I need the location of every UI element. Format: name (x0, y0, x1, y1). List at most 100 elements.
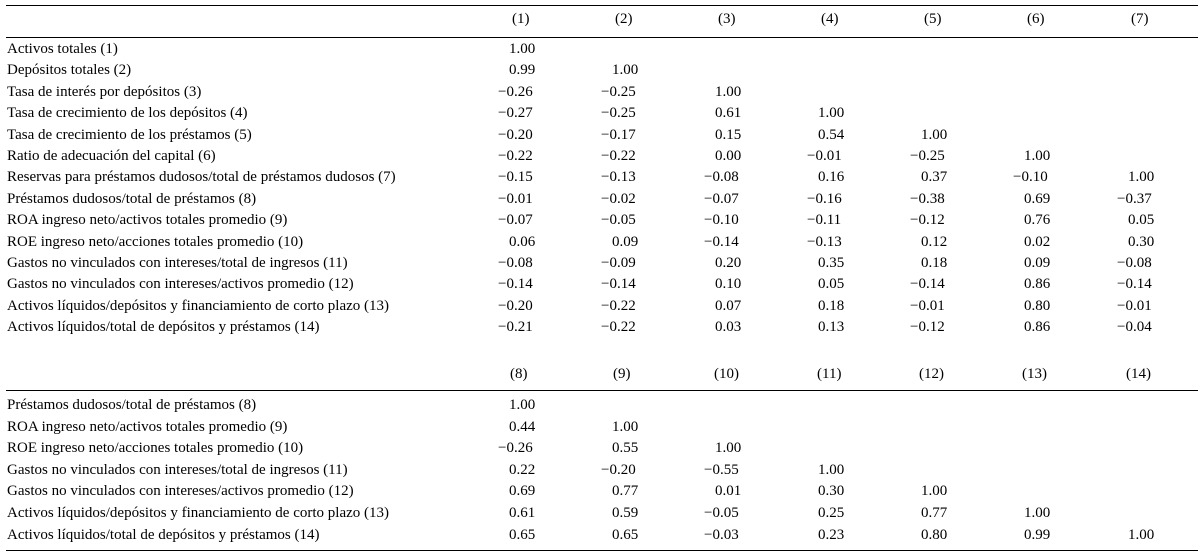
table-cell: −0.09 (601, 255, 636, 271)
row-label: Tasa de crecimiento de los préstamos (5) (7, 126, 252, 143)
column-header: (8) (510, 366, 528, 382)
row-label: Préstamos dudosos/total de préstamos (8) (7, 190, 257, 207)
table-cell: 1.00 (1128, 526, 1155, 543)
column-header: (5) (924, 11, 942, 27)
table-row: Activos totales (1) 1.00 (0, 39, 1202, 59)
table-row: Gastos no vinculados con intereses/total… (0, 253, 1202, 273)
table-cell: 0.99 (1024, 526, 1051, 543)
table-cell: 0.44 (509, 418, 536, 435)
table-row: Préstamos dudosos/total de préstamos (8)… (0, 189, 1202, 209)
table-cell: 1.00 (1024, 148, 1051, 164)
table-cell: −0.22 (601, 319, 636, 336)
table-cell: 0.12 (921, 233, 948, 250)
table-cell: 0.99 (509, 62, 536, 79)
column-header: (13) (1022, 366, 1047, 382)
table-cell: −0.02 (601, 190, 636, 207)
row-label: Gastos no vinculados con intereses/activ… (7, 276, 354, 293)
table-cell: 0.77 (921, 505, 948, 521)
table-cell: −0.01 (910, 297, 945, 314)
table-row: Activos líquidos/total de depósitos y pr… (0, 525, 1202, 545)
table-cell: −0.14 (704, 233, 739, 250)
column-header: (7) (1131, 11, 1149, 27)
table-cell: −0.22 (498, 148, 533, 164)
table-row: Tasa de crecimiento de los depósitos (4)… (0, 103, 1202, 123)
table-cell: 0.65 (509, 526, 536, 543)
table-cell: −0.25 (910, 148, 945, 164)
table-row: Gastos no vinculados con intereses/total… (0, 460, 1202, 480)
table-cell: −0.37 (1117, 190, 1152, 207)
table-cell: 0.80 (921, 526, 948, 543)
table-cell: −0.38 (910, 190, 945, 207)
table-cell: 0.16 (818, 169, 845, 186)
column-header-row: (8) (9) (10) (11) (12) (13) (14) (0, 364, 1202, 384)
table-cell: −0.05 (601, 212, 636, 229)
table-cell: −0.14 (498, 276, 533, 293)
row-label: Ratio de adecuación del capital (6) (7, 148, 216, 164)
row-label: Activos líquidos/depósitos y financiamie… (7, 297, 390, 314)
table-cell: −0.01 (807, 148, 842, 164)
table-cell: 0.59 (612, 505, 639, 521)
table-cell: 0.69 (1024, 190, 1051, 207)
table-cell: −0.20 (498, 297, 533, 314)
table-cell: 0.10 (715, 276, 742, 293)
table-cell: 0.09 (612, 233, 639, 250)
table-row: ROA ingreso neto/activos totales promedi… (0, 210, 1202, 230)
table-cell: −0.01 (498, 190, 533, 207)
table-cell: −0.08 (704, 169, 739, 186)
table-cell: −0.10 (1013, 169, 1048, 186)
row-label: ROE ingreso neto/acciones totales promed… (7, 233, 304, 250)
row-label: Préstamos dudosos/total de préstamos (8) (7, 397, 257, 413)
table-cell: 0.86 (1024, 276, 1051, 293)
table-cell: 1.00 (921, 483, 948, 500)
table-cell: −0.20 (498, 126, 533, 143)
row-label: Tasa de crecimiento de los depósitos (4) (7, 105, 248, 122)
column-header: (11) (817, 366, 842, 382)
row-label: ROA ingreso neto/activos totales promedi… (7, 212, 288, 229)
table-cell: −0.17 (601, 126, 636, 143)
row-label: ROE ingreso neto/acciones totales promed… (7, 440, 304, 457)
table-cell: −0.14 (1117, 276, 1152, 293)
row-label: Depósitos totales (2) (7, 62, 132, 79)
table-row: Tasa de crecimiento de los préstamos (5)… (0, 125, 1202, 145)
column-header: (6) (1027, 11, 1045, 27)
row-label: Activos líquidos/depósitos y financiamie… (7, 505, 390, 521)
top-rule (6, 5, 1198, 6)
table-cell: 0.69 (509, 483, 536, 500)
table-cell: 0.54 (818, 126, 845, 143)
table-cell: 1.00 (715, 440, 742, 457)
column-header: (4) (821, 11, 839, 27)
row-label: Gastos no vinculados con intereses/total… (7, 461, 348, 478)
table-cell: 0.13 (818, 319, 845, 336)
row-label: Gastos no vinculados con intereses/activ… (7, 483, 354, 500)
table-cell: 1.00 (818, 461, 845, 478)
table-cell: 0.18 (921, 255, 948, 271)
column-header-row: (1) (2) (3) (4) (5) (6) (7) (0, 9, 1202, 29)
table-cell: −0.16 (807, 190, 842, 207)
table-cell: −0.20 (601, 461, 636, 478)
column-header: (3) (718, 11, 736, 27)
table-cell: 0.00 (715, 148, 742, 164)
table-cell: −0.10 (704, 212, 739, 229)
table-cell: 1.00 (509, 397, 536, 413)
table-cell: −0.07 (498, 212, 533, 229)
table-cell: −0.07 (704, 190, 739, 207)
table-cell: −0.05 (704, 505, 739, 521)
table-cell: −0.14 (601, 276, 636, 293)
table-cell: 0.09 (1024, 255, 1051, 271)
table-cell: −0.26 (498, 83, 533, 100)
table-cell: 0.65 (612, 526, 639, 543)
table-cell: 0.01 (715, 483, 742, 500)
table-cell: 0.76 (1024, 212, 1051, 229)
table-cell: 1.00 (715, 83, 742, 100)
table-cell: 0.30 (1128, 233, 1155, 250)
table-cell: −0.21 (498, 319, 533, 336)
table-cell: 0.15 (715, 126, 742, 143)
row-label: ROA ingreso neto/activos totales promedi… (7, 418, 288, 435)
table-row: Activos líquidos/total de depósitos y pr… (0, 317, 1202, 337)
table-cell: 0.77 (612, 483, 639, 500)
table-cell: 0.18 (818, 297, 845, 314)
table-cell: 1.00 (818, 105, 845, 122)
table-cell: 0.20 (715, 255, 742, 271)
table-row: Gastos no vinculados con intereses/activ… (0, 481, 1202, 501)
table-cell: 0.22 (509, 461, 536, 478)
